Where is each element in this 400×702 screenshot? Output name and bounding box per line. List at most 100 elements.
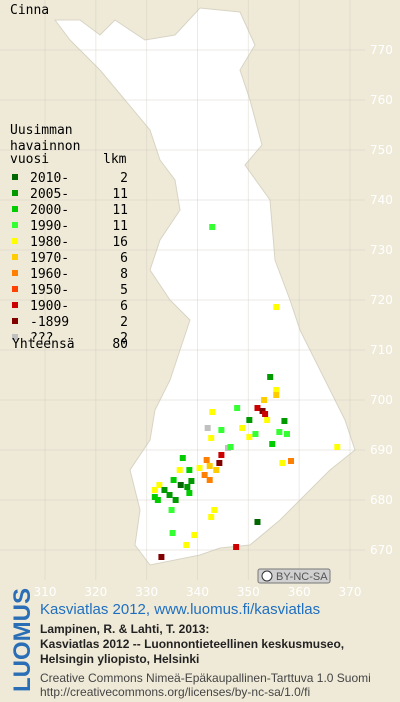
occurrence-square bbox=[273, 304, 280, 310]
occurrence-square bbox=[151, 494, 158, 500]
legend: 2010- 2 2005- 11 2000- 11 1990- 11 1980- 16 1970- 6… bbox=[12, 171, 128, 346]
legend-count: 2 bbox=[120, 315, 128, 330]
occurrence-square bbox=[209, 224, 216, 230]
occurrence-square bbox=[186, 467, 193, 473]
occurrence-square bbox=[252, 431, 259, 437]
occurrence-square bbox=[191, 532, 198, 538]
occurrence-square bbox=[151, 487, 158, 493]
occurrence-square bbox=[234, 405, 241, 411]
legend-swatch bbox=[12, 254, 18, 260]
legend-total: 80 bbox=[112, 337, 128, 352]
license-badge bbox=[257, 568, 331, 584]
occurrence-square bbox=[208, 435, 215, 441]
legend-label: 1960- bbox=[30, 267, 69, 282]
legend-heading: lkm bbox=[103, 152, 127, 167]
occurrence-square bbox=[273, 392, 280, 398]
occurrence-square bbox=[216, 460, 223, 466]
occurrence-square bbox=[206, 477, 213, 483]
legend-swatch bbox=[12, 270, 18, 276]
legend-swatch bbox=[12, 238, 18, 244]
occurrence-square bbox=[281, 418, 288, 424]
occurrence-square bbox=[233, 544, 240, 550]
x-tick-label: 330 bbox=[135, 585, 158, 599]
cc-icon bbox=[261, 570, 273, 582]
map-title: Cinna bbox=[10, 3, 49, 18]
legend-count: 11 bbox=[112, 203, 128, 218]
occurrence-square bbox=[267, 374, 274, 380]
grid bbox=[0, 0, 365, 580]
occurrence-square bbox=[208, 514, 215, 520]
occurrence-square bbox=[246, 434, 253, 440]
occurrence-square bbox=[179, 455, 186, 461]
legend-label: 1970- bbox=[30, 251, 69, 266]
citation: Kasviatlas 2012 -- Luonnontieteellinen k… bbox=[40, 637, 344, 651]
legend-label: 1900- bbox=[30, 299, 69, 314]
y-tick-label: 740 bbox=[370, 193, 393, 207]
legend-count: 2 bbox=[120, 331, 128, 346]
logo: LUOMUS bbox=[9, 588, 36, 692]
license-text: Creative Commons Nimeä-Epäkaupallinen-Ta… bbox=[40, 671, 371, 685]
legend-count: 8 bbox=[120, 267, 128, 282]
legend-label: 2005- bbox=[30, 187, 69, 202]
x-tick-label: 310 bbox=[34, 585, 57, 599]
occurrence-square bbox=[269, 441, 276, 447]
occurrence-square bbox=[156, 482, 163, 488]
occurrence-square bbox=[154, 497, 161, 503]
legend-count: 6 bbox=[120, 299, 128, 314]
legend-count: 11 bbox=[112, 219, 128, 234]
occurrence-square bbox=[213, 467, 220, 473]
x-tick-label: 350 bbox=[237, 585, 260, 599]
occurrence-square bbox=[262, 411, 269, 417]
y-tick-label: 770 bbox=[370, 43, 393, 57]
y-tick-label: 700 bbox=[370, 393, 393, 407]
occurrence-square bbox=[227, 444, 234, 450]
legend-swatch bbox=[12, 222, 18, 228]
y-tick-label: 750 bbox=[370, 143, 393, 157]
occurrence-square bbox=[209, 409, 216, 415]
occurrence-square bbox=[279, 460, 286, 466]
occurrence-square bbox=[246, 417, 253, 423]
x-tick-label: 360 bbox=[288, 585, 311, 599]
occurrence-square bbox=[184, 484, 191, 490]
occurrence-square bbox=[161, 487, 168, 493]
y-tick-label: 720 bbox=[370, 293, 393, 307]
occurrence-square bbox=[170, 477, 177, 483]
y-tick-label: 760 bbox=[370, 93, 393, 107]
finland-outline bbox=[54, 7, 356, 566]
legend-swatch bbox=[12, 302, 18, 308]
legend-total-label: Yhteensä bbox=[12, 337, 75, 352]
occurrence-square bbox=[169, 530, 176, 536]
legend-swatch bbox=[12, 318, 18, 324]
occurrence-square bbox=[288, 458, 295, 464]
legend-label: -1899 bbox=[30, 315, 69, 330]
citation: Helsingin yliopisto, Helsinki bbox=[40, 652, 199, 666]
atlas-link: Kasviatlas 2012, www.luomus.fi/kasviatla… bbox=[40, 601, 320, 618]
occurrence-square bbox=[239, 425, 246, 431]
license-url: http://creativecommons.org/licenses/by-n… bbox=[40, 685, 310, 699]
legend-count: 2 bbox=[120, 171, 128, 186]
occurrence-square bbox=[254, 519, 261, 525]
y-tick-label: 690 bbox=[370, 443, 393, 457]
x-tick-label: 340 bbox=[186, 585, 209, 599]
x-tick-label: 370 bbox=[339, 585, 362, 599]
squares bbox=[151, 224, 341, 560]
occurrence-square bbox=[261, 397, 268, 403]
legend-heading: havainnon bbox=[10, 139, 80, 154]
occurrence-square bbox=[283, 431, 290, 437]
legend-count: 11 bbox=[112, 187, 128, 202]
occurrence-square bbox=[218, 427, 225, 433]
occurrence-square bbox=[186, 490, 193, 496]
occurrence-square bbox=[273, 387, 280, 393]
occurrence-square bbox=[334, 444, 341, 450]
legend-swatch bbox=[12, 174, 18, 180]
occurrence-square bbox=[172, 497, 179, 503]
y-tick-label: 670 bbox=[370, 543, 393, 557]
y-tick-label: 710 bbox=[370, 343, 393, 357]
citation: Lampinen, R. & Lahti, T. 2013: bbox=[40, 622, 209, 636]
occurrence-square bbox=[166, 492, 173, 498]
y-tick-label: 730 bbox=[370, 243, 393, 257]
occurrence-square bbox=[211, 507, 218, 513]
occurrence-square bbox=[204, 425, 211, 431]
